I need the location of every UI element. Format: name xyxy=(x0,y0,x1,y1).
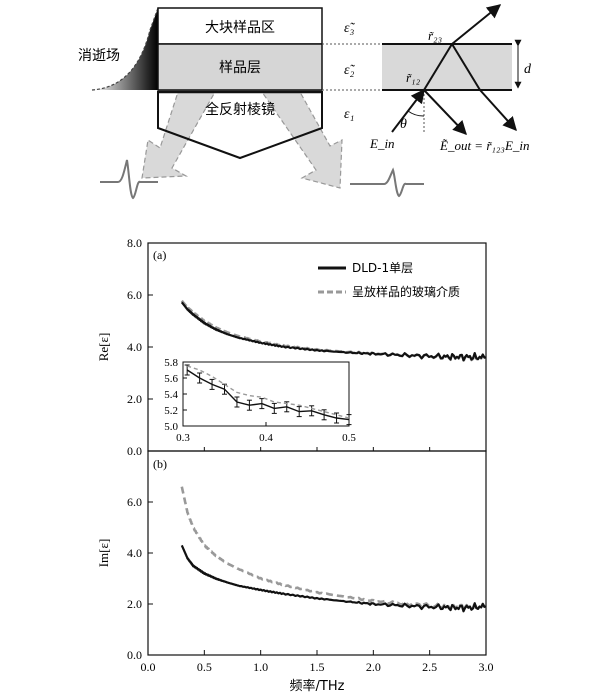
panel-b-series-0 xyxy=(180,544,487,613)
inset-ytick-label: 5.4 xyxy=(164,389,178,401)
inset-series-0 xyxy=(186,369,350,421)
reflected-ray-2 xyxy=(479,89,517,132)
transmitted-ray xyxy=(451,4,502,45)
reflected-beam xyxy=(260,91,343,189)
panel-b-ylabel: Im[ε] xyxy=(96,539,111,568)
x-tick-label: 2.0 xyxy=(366,660,381,674)
thickness-label: d xyxy=(524,62,532,77)
reflected-ray-1 xyxy=(423,89,467,136)
inset-xtick-label: 0.5 xyxy=(342,432,356,444)
panel-b-y-ticks: 0.0 2.0 4.0 6.0 xyxy=(127,495,153,662)
x-tick-label: 1.0 xyxy=(253,660,268,674)
inset-ytick-label: 5.2 xyxy=(164,405,178,417)
sample-layer-label: 样品层 xyxy=(219,60,261,76)
x-tick-label: 2.5 xyxy=(422,660,437,674)
inset-xtick-label: 0.3 xyxy=(176,432,190,444)
theta-label: θ xyxy=(400,117,407,132)
inset-xtick-label: 0.4 xyxy=(259,432,273,444)
eps2-label: ε̃₂ xyxy=(344,63,356,78)
panel-b-tag: (b) xyxy=(153,457,167,471)
x-tick-label: 0.5 xyxy=(197,660,212,674)
e-out-label: Ẽ_out = r̃₁₂₃E_in xyxy=(439,138,530,153)
sample-layer xyxy=(157,43,323,91)
panel-a-ytick-label: 8.0 xyxy=(127,236,142,250)
panel-b-ytick-label: 6.0 xyxy=(127,495,142,509)
panel-a-ylabel: Re[ε] xyxy=(96,333,111,362)
eps1-label: ε₁ xyxy=(344,107,354,122)
schematic: 消逝场 大块样品区 样品层 全反射棱镜 ε̃₃ ε̃₂ ε₁ d xyxy=(78,4,532,200)
x-axis-ticks: 0.0 0.5 1.0 1.5 2.0 2.5 3.0 xyxy=(141,447,494,674)
e-in-label: E_in xyxy=(369,136,395,151)
x-axis-label: 频率/THz xyxy=(290,678,345,694)
panel-b: (b) Im[ε] 0.0 2.0 4.0 6.0 0.0 0.5 1.0 1.5 2.0 2.… xyxy=(96,447,494,694)
inset-frame xyxy=(182,361,350,427)
panel-a: (a) Re[ε] DLD-1单层 呈放样品的玻璃介质 0.0 2.0 4.0 6.0… xyxy=(96,236,487,458)
bulk-sample-label: 大块样品区 xyxy=(205,20,275,36)
x-tick-label: 1.5 xyxy=(310,660,325,674)
internal-reflected-ray xyxy=(451,43,481,91)
inset-plot xyxy=(184,364,352,426)
evanescent-label: 消逝场 xyxy=(78,48,120,64)
panel-b-ytick-label: 4.0 xyxy=(127,546,142,560)
panel-a-series-0 xyxy=(180,301,487,362)
prism-label: 全反射棱镜 xyxy=(205,101,275,118)
panel-b-ytick-label: 2.0 xyxy=(127,597,142,611)
panel-b-plot xyxy=(180,486,487,613)
input-pulse xyxy=(100,159,158,200)
panel-a-ytick-label: 0.0 xyxy=(127,444,142,458)
inset-ytick-label: 5.6 xyxy=(164,373,178,385)
legend: DLD-1单层 呈放样品的玻璃介质 xyxy=(318,261,460,299)
legend-label-solid: DLD-1单层 xyxy=(352,261,413,275)
evanescent-field xyxy=(92,8,158,90)
inset-ytick-label: 5.0 xyxy=(164,421,178,433)
panel-a-tag: (a) xyxy=(153,248,166,262)
inset-ticks: 5.0 5.2 5.4 5.6 5.8 0.3 0.4 0.5 xyxy=(164,357,356,444)
inset-ytick-label: 5.8 xyxy=(164,357,178,369)
panel-b-frame xyxy=(147,450,487,656)
panel-a-ytick-label: 2.0 xyxy=(127,392,142,406)
panel-a-ytick-label: 4.0 xyxy=(127,340,142,354)
r12-label: r̃₁₂ xyxy=(406,70,421,85)
x-tick-label: 0.0 xyxy=(141,660,156,674)
eps3-label: ε̃₃ xyxy=(344,21,356,36)
panel-a-plot xyxy=(180,299,487,363)
legend-label-dashed: 呈放样品的玻璃介质 xyxy=(352,284,460,299)
refracted-ray-up xyxy=(423,43,453,91)
panel-b-series-1 xyxy=(180,486,487,612)
x-tick-label: 3.0 xyxy=(479,660,494,674)
panel-b-ytick-label: 0.0 xyxy=(127,648,142,662)
theta-arc xyxy=(407,110,425,117)
inset-series-1 xyxy=(186,365,350,419)
output-pulse xyxy=(350,167,424,198)
r23-label: r̃₂₃ xyxy=(428,28,442,43)
panel-a-ytick-label: 6.0 xyxy=(127,288,142,302)
panel-a-y-ticks: 0.0 2.0 4.0 6.0 8.0 xyxy=(127,236,153,458)
